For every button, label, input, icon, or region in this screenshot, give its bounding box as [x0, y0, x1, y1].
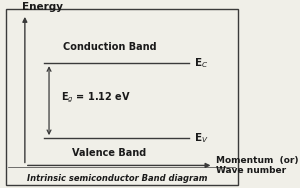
Text: Energy: Energy [22, 2, 63, 12]
Text: E$_g$ = 1.12 eV: E$_g$ = 1.12 eV [61, 91, 131, 105]
Text: E$_C$: E$_C$ [194, 56, 208, 70]
Text: E$_V$: E$_V$ [194, 131, 208, 145]
Text: Valence Band: Valence Band [72, 148, 147, 158]
Text: Conduction Band: Conduction Band [63, 42, 156, 52]
Text: Momentum  (or)
Wave number: Momentum (or) Wave number [216, 156, 298, 175]
Text: Intrinsic semiconductor Band diagram: Intrinsic semiconductor Band diagram [27, 174, 208, 183]
